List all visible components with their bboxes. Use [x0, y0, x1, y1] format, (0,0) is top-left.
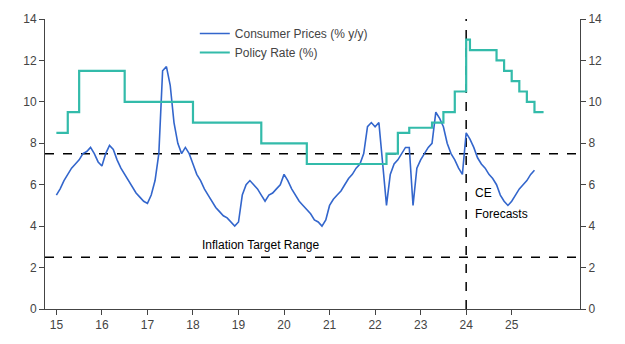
- svg-text:21: 21: [323, 318, 337, 332]
- svg-text:4: 4: [588, 219, 595, 233]
- svg-text:4: 4: [30, 219, 37, 233]
- svg-text:18: 18: [186, 318, 200, 332]
- svg-text:10: 10: [23, 95, 37, 109]
- svg-text:12: 12: [23, 54, 37, 68]
- svg-text:0: 0: [588, 302, 595, 316]
- svg-text:25: 25: [505, 318, 519, 332]
- svg-text:8: 8: [30, 136, 37, 150]
- svg-text:6: 6: [588, 178, 595, 192]
- svg-text:20: 20: [277, 318, 291, 332]
- svg-text:Forecasts: Forecasts: [475, 207, 528, 221]
- svg-text:2: 2: [588, 261, 595, 275]
- svg-text:Consumer Prices (% y/y): Consumer Prices (% y/y): [235, 27, 368, 41]
- svg-text:0: 0: [30, 302, 37, 316]
- svg-text:15: 15: [50, 318, 64, 332]
- svg-text:17: 17: [141, 318, 155, 332]
- svg-text:22: 22: [368, 318, 382, 332]
- svg-text:2: 2: [30, 261, 37, 275]
- svg-text:24: 24: [459, 318, 473, 332]
- svg-text:6: 6: [30, 178, 37, 192]
- svg-text:14: 14: [588, 12, 602, 26]
- svg-text:16: 16: [95, 318, 109, 332]
- svg-text:19: 19: [232, 318, 246, 332]
- svg-text:14: 14: [23, 12, 37, 26]
- svg-text:CE: CE: [475, 186, 492, 200]
- svg-text:Inflation Target Range: Inflation Target Range: [202, 238, 320, 252]
- svg-text:10: 10: [588, 95, 602, 109]
- svg-text:23: 23: [414, 318, 428, 332]
- svg-text:8: 8: [588, 136, 595, 150]
- svg-text:12: 12: [588, 54, 602, 68]
- svg-text:Policy Rate (%): Policy Rate (%): [235, 46, 318, 60]
